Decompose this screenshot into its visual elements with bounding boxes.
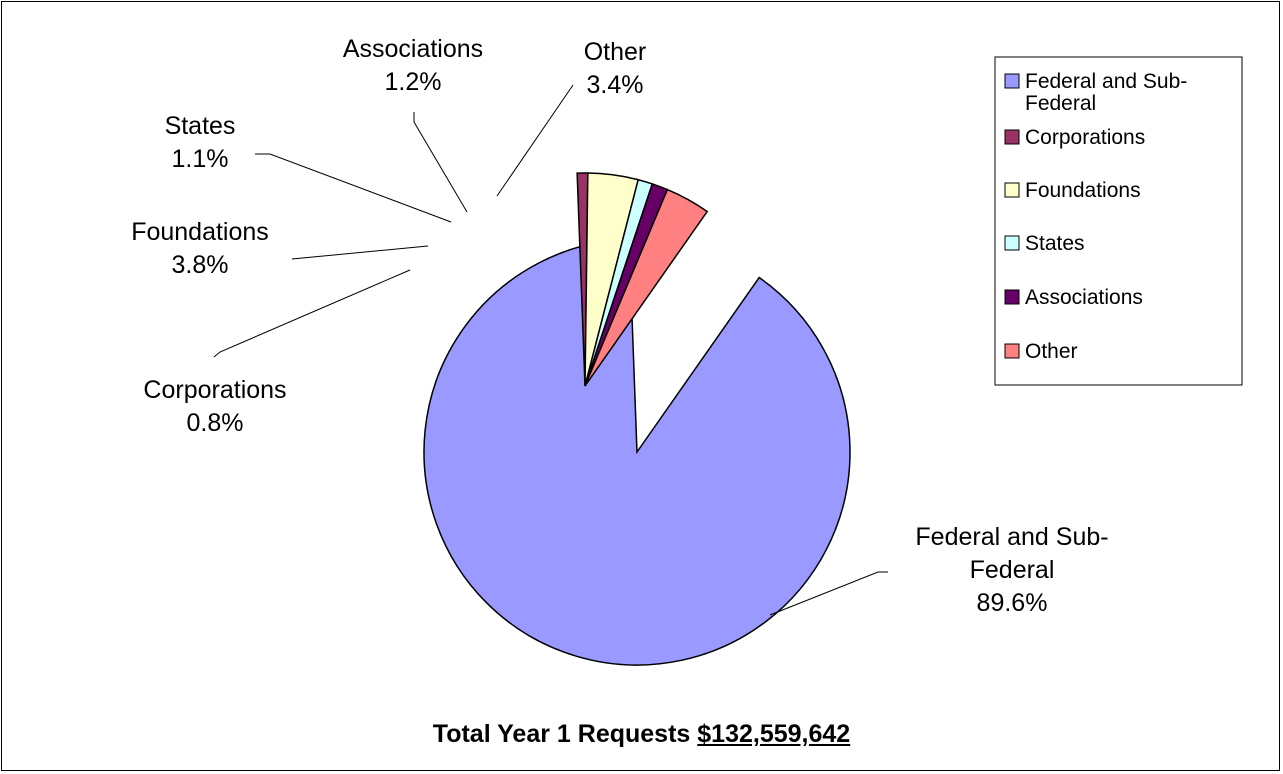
- data-label-foundations: Foundations 3.8%: [131, 218, 269, 279]
- data-label-corporations: Corporations 0.8%: [143, 376, 286, 437]
- legend-label-corporations: Corporations: [1025, 126, 1145, 149]
- pie-slices: [423, 172, 851, 666]
- legend-swatch-federal-and-sub-federal: [1004, 73, 1020, 89]
- legend-swatch-associations: [1004, 289, 1020, 305]
- leader-line-foundations: [291, 245, 429, 260]
- leader-line-other: [496, 84, 574, 197]
- legend-label-associations: Associations: [1025, 286, 1143, 309]
- legend-swatch-corporations: [1004, 129, 1020, 145]
- legend-label-federal-and-sub-federal: Federal and Sub-Federal: [1025, 70, 1187, 115]
- slice-labels: Federal and Sub-Federal 89.6% Corporations…: [131, 35, 1108, 617]
- legend: Federal and Sub-Federal Corporations Found…: [994, 56, 1243, 386]
- pie-slice-federal-and-sub-federal: [423, 238, 851, 666]
- leader-line-states: [255, 153, 452, 223]
- legend-swatch-states: [1004, 235, 1020, 251]
- leader-lines: [213, 84, 888, 616]
- title-text: Total Year 1 Requests: [432, 720, 691, 748]
- legend-swatch-foundations: [1004, 182, 1020, 198]
- data-label-federal-and-sub-federal: Federal and Sub-Federal 89.6%: [915, 523, 1108, 617]
- legend-label-states: States: [1025, 232, 1085, 255]
- legend-box: [994, 56, 1243, 386]
- pie-slice-other: [584, 188, 709, 387]
- data-label-other: Other 3.4%: [584, 38, 647, 99]
- data-label-associations: Associations 1.2%: [343, 35, 483, 96]
- leader-line-federal-and-sub-federal: [769, 571, 888, 616]
- leader-line-associations: [413, 112, 468, 213]
- chart-title: Total Year 1 Requests $132,559,642: [0, 720, 1283, 749]
- legend-label-other: Other: [1025, 340, 1078, 363]
- leader-line-corporations: [213, 269, 411, 358]
- data-label-states: States 1.1%: [165, 112, 236, 173]
- legend-label-foundations: Foundations: [1025, 179, 1141, 202]
- total-amount: $132,559,642: [697, 720, 851, 748]
- legend-swatch-other: [1004, 343, 1020, 359]
